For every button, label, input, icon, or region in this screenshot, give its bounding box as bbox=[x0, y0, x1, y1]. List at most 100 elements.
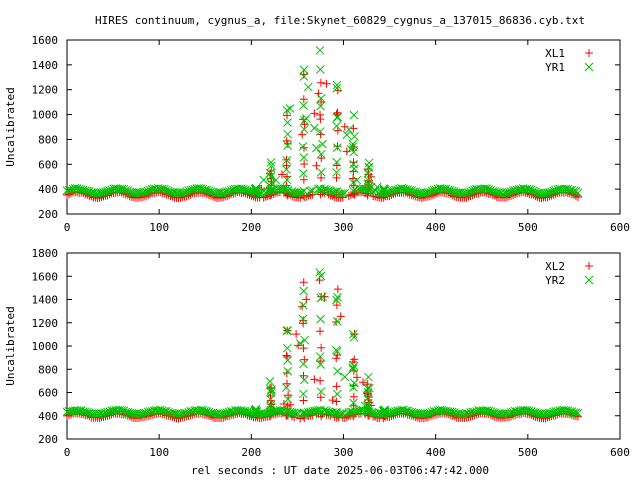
y-tick-label: 1400 bbox=[32, 294, 59, 307]
y-tick-label: 1600 bbox=[32, 270, 59, 283]
data-point bbox=[282, 351, 291, 360]
data-point bbox=[282, 105, 292, 115]
data-point bbox=[333, 126, 342, 135]
data-point bbox=[299, 375, 309, 385]
data-point bbox=[172, 409, 181, 419]
data-point bbox=[585, 262, 593, 270]
data-point bbox=[360, 401, 370, 411]
legend-marker-YR1 bbox=[584, 62, 594, 72]
data-point bbox=[168, 412, 177, 421]
data-point bbox=[569, 408, 579, 418]
legend-marker-YR2 bbox=[584, 275, 594, 285]
data-point bbox=[315, 45, 325, 55]
data-point bbox=[427, 191, 436, 200]
data-point bbox=[299, 316, 308, 325]
data-point bbox=[403, 189, 412, 198]
plot-panels: 0 100 200 300 400 500 600200400600800100012001… bbox=[4, 34, 630, 459]
data-point bbox=[349, 167, 358, 176]
data-point bbox=[364, 162, 374, 172]
data-point bbox=[328, 396, 337, 405]
data-point bbox=[573, 193, 582, 202]
data-point bbox=[265, 168, 275, 178]
data-point bbox=[573, 188, 583, 198]
data-point bbox=[344, 125, 354, 134]
data-point bbox=[333, 351, 342, 360]
data-point bbox=[316, 314, 325, 324]
data-point bbox=[298, 142, 308, 151]
data-point bbox=[312, 143, 321, 153]
data-point bbox=[305, 186, 315, 196]
data-point bbox=[282, 165, 291, 174]
data-point bbox=[316, 408, 325, 418]
data-point bbox=[282, 175, 292, 185]
data-point bbox=[359, 378, 368, 387]
data-point bbox=[299, 344, 308, 353]
data-point bbox=[535, 409, 544, 419]
data-point bbox=[344, 191, 353, 200]
data-point bbox=[349, 110, 359, 120]
data-point bbox=[332, 173, 341, 182]
data-point bbox=[322, 79, 331, 88]
data-point bbox=[282, 326, 292, 336]
x-tick-label: 500 bbox=[518, 221, 538, 234]
data-point bbox=[283, 356, 293, 365]
x-tick-label: 100 bbox=[149, 221, 169, 234]
data-point bbox=[349, 332, 359, 342]
y-tick-label: 1400 bbox=[32, 59, 59, 72]
data-point bbox=[317, 292, 326, 301]
data-point bbox=[129, 188, 139, 198]
data-point bbox=[318, 139, 327, 149]
data-point bbox=[364, 372, 373, 382]
data-point bbox=[299, 175, 308, 184]
data-point bbox=[364, 186, 374, 196]
data-point bbox=[466, 192, 475, 201]
x-tick-label: 500 bbox=[518, 446, 538, 459]
data-point bbox=[340, 372, 350, 382]
data-point bbox=[307, 186, 317, 196]
data-point bbox=[316, 360, 326, 369]
data-point bbox=[332, 301, 341, 310]
data-point bbox=[352, 175, 362, 185]
x-tick-label: 0 bbox=[64, 221, 71, 234]
data-point bbox=[315, 65, 325, 74]
data-point bbox=[364, 158, 374, 168]
data-point bbox=[316, 387, 326, 396]
data-point bbox=[299, 286, 309, 296]
data-point bbox=[332, 397, 341, 406]
data-point bbox=[350, 132, 359, 141]
data-point bbox=[349, 398, 358, 408]
legend-label-XL2: XL2 bbox=[545, 260, 565, 273]
data-point bbox=[146, 411, 155, 420]
data-point bbox=[349, 159, 358, 169]
data-point bbox=[364, 182, 374, 192]
data-point bbox=[333, 142, 342, 151]
data-point bbox=[266, 158, 276, 167]
data-point bbox=[348, 407, 358, 417]
data-point bbox=[299, 278, 308, 287]
plot-panel-2: 0 100 200 300 400 500 600 200 400 600 800 1000 1200 1… bbox=[4, 247, 630, 459]
data-point bbox=[300, 335, 310, 345]
data-point bbox=[513, 189, 522, 198]
data-point bbox=[266, 171, 276, 181]
data-point bbox=[551, 411, 560, 420]
data-point bbox=[316, 293, 326, 303]
x-tick-label: 400 bbox=[426, 446, 446, 459]
x-tick-label: 200 bbox=[241, 221, 261, 234]
data-point bbox=[332, 167, 341, 177]
data-point bbox=[308, 190, 317, 199]
data-point bbox=[180, 412, 189, 421]
data-point bbox=[282, 156, 292, 165]
data-point bbox=[221, 412, 230, 421]
data-point bbox=[348, 364, 358, 374]
data-point bbox=[340, 188, 350, 198]
data-point bbox=[298, 169, 308, 178]
data-point bbox=[460, 409, 469, 419]
data-point bbox=[251, 183, 261, 193]
data-point bbox=[332, 382, 341, 391]
plot-panel-1: 0 100 200 300 400 500 600 200 400 600 800 1000 1200 1… bbox=[4, 34, 630, 234]
data-point bbox=[310, 109, 319, 118]
data-point bbox=[585, 49, 593, 57]
data-point bbox=[283, 402, 292, 411]
data-point bbox=[332, 113, 342, 122]
